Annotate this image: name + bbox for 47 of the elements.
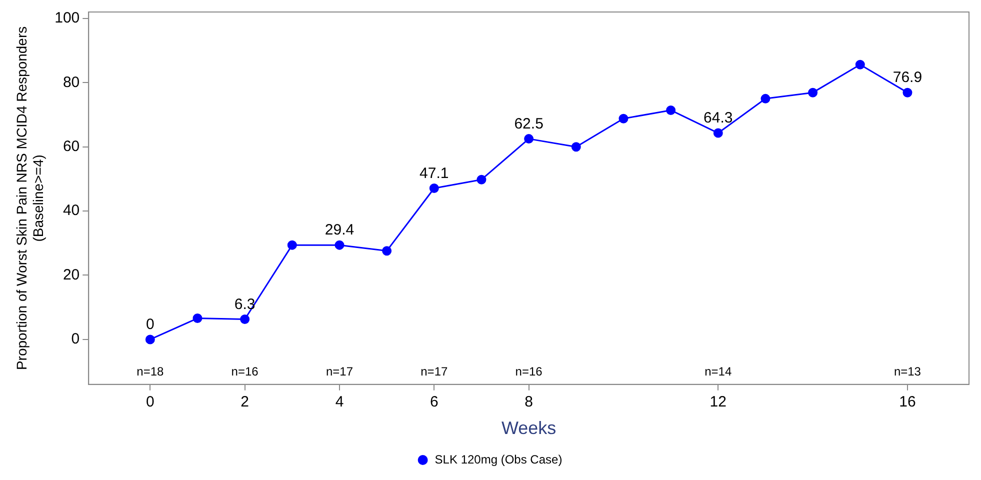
data-label: 62.5: [514, 115, 544, 132]
data-label: 29.4: [324, 222, 354, 239]
point: [571, 142, 581, 152]
x-axis-title: Weeks: [501, 418, 556, 438]
x-tick-label: 0: [146, 394, 154, 411]
data-label: 47.1: [420, 164, 449, 182]
point: [808, 88, 818, 98]
point: [192, 314, 202, 324]
point: [618, 114, 628, 124]
point: [760, 94, 770, 104]
point: [476, 174, 486, 184]
x-tick-label: 8: [524, 394, 533, 411]
point: [240, 314, 250, 324]
annotation: n=14: [704, 364, 732, 379]
annotation: n=18: [136, 364, 164, 379]
x-tick-label: 2: [240, 394, 249, 411]
annotation: n=16: [231, 364, 259, 379]
point: [902, 88, 912, 98]
annotation: n=17: [420, 364, 448, 379]
y-axis-title: Proportion of Worst Skin Pain NRS MCID4 Responders (Baseline>=4): [13, 26, 46, 370]
y-tick-label: 100: [54, 10, 80, 27]
y-tick-label: 40: [62, 202, 80, 220]
point: [145, 334, 155, 344]
legend-label: SLK 120mg (Obs Case): [434, 452, 562, 466]
y-tick-label: 20: [62, 266, 80, 284]
annotation: n=16: [515, 364, 543, 379]
x-tick-label: 12: [710, 394, 726, 411]
x-tick-label: 16: [899, 394, 916, 411]
point: [855, 60, 865, 70]
point: [287, 240, 297, 250]
x-tick-label: 6: [430, 394, 438, 411]
point: [334, 240, 344, 250]
point: [524, 134, 534, 144]
annotation: n=17: [326, 364, 354, 379]
point: [713, 128, 723, 138]
point: [666, 105, 676, 115]
point: [429, 184, 439, 193]
y-tick-label: 60: [62, 138, 80, 155]
y-tick-label: 80: [62, 74, 80, 91]
data-label: 0: [146, 316, 154, 334]
x-tick-label: 4: [335, 394, 344, 411]
data-label: 6.3: [234, 296, 256, 313]
y-tick-label: 0: [71, 330, 80, 348]
data-label: 76.9: [892, 69, 922, 86]
annotation: n=13: [894, 364, 922, 379]
point: [382, 246, 392, 256]
data-label: 64.3: [704, 110, 733, 127]
